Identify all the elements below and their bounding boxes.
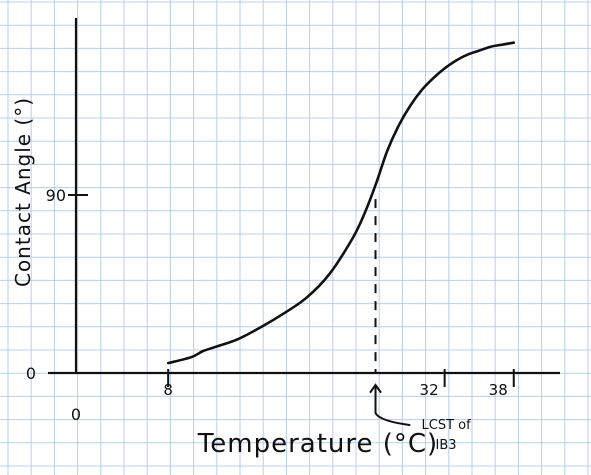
x-tick-label: 38 (489, 381, 508, 399)
y-axis-label: Contact Angle (°) (11, 97, 35, 287)
series-line (166, 41, 516, 365)
y-origin-label: 0 (26, 364, 36, 383)
ticks: 8 32 38 90 (46, 186, 515, 399)
lcst-label-line1: LCST of (422, 418, 472, 433)
lcst-annotation: LCST of IB3 (369, 199, 472, 453)
lcst-label-line2: IB3 (436, 438, 457, 453)
x-tick-label: 32 (420, 381, 439, 399)
x-origin-label: 0 (71, 405, 81, 424)
x-axis-label: Temperature (°C) (197, 429, 438, 459)
y-tick-label: 90 (46, 186, 66, 205)
lcst-arrow (369, 383, 411, 426)
x-tick-label: 8 (163, 381, 173, 399)
